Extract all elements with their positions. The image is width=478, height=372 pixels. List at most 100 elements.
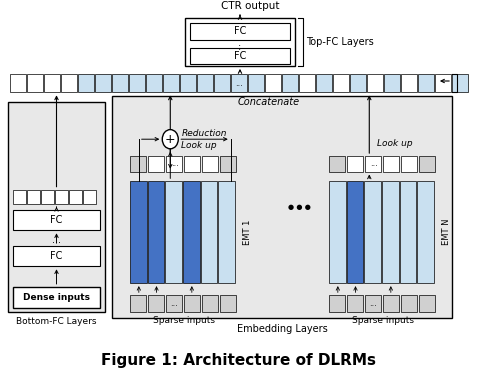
- Bar: [400, 181, 416, 283]
- Bar: [148, 181, 164, 283]
- Bar: [166, 295, 182, 312]
- Bar: [95, 74, 111, 92]
- Text: FC: FC: [234, 51, 246, 61]
- Bar: [220, 156, 236, 171]
- Bar: [365, 156, 381, 171]
- Bar: [166, 156, 182, 171]
- Text: ● ● ●: ● ● ●: [288, 204, 310, 210]
- Text: Reduction: Reduction: [181, 129, 227, 138]
- Bar: [202, 295, 218, 312]
- Bar: [201, 181, 217, 283]
- Bar: [367, 74, 383, 92]
- Bar: [419, 156, 435, 171]
- Bar: [282, 74, 298, 92]
- Bar: [165, 181, 182, 283]
- Bar: [180, 74, 196, 92]
- Bar: [401, 74, 417, 92]
- Text: Concatenate: Concatenate: [238, 97, 300, 107]
- Bar: [8, 102, 105, 312]
- Text: ...: ...: [52, 235, 61, 245]
- Text: Sparse inputs: Sparse inputs: [352, 316, 414, 325]
- Bar: [10, 74, 26, 92]
- Bar: [13, 190, 26, 204]
- Text: CTR output: CTR output: [221, 1, 279, 11]
- Bar: [329, 156, 345, 171]
- Bar: [13, 246, 100, 266]
- Text: Look up: Look up: [181, 141, 217, 150]
- Bar: [197, 74, 213, 92]
- Text: Sparse inputs: Sparse inputs: [153, 316, 215, 325]
- Circle shape: [162, 129, 178, 149]
- Bar: [13, 210, 100, 230]
- Bar: [27, 74, 43, 92]
- Bar: [148, 295, 164, 312]
- Bar: [61, 74, 77, 92]
- Text: EMT 1: EMT 1: [243, 219, 252, 245]
- Bar: [401, 295, 417, 312]
- Bar: [299, 74, 315, 92]
- Text: ...: ...: [170, 299, 178, 308]
- Bar: [220, 295, 236, 312]
- Bar: [417, 181, 434, 283]
- Bar: [231, 74, 247, 92]
- Bar: [190, 23, 290, 39]
- Text: ...: ...: [369, 299, 377, 308]
- Text: Embedding Layers: Embedding Layers: [237, 324, 327, 334]
- Text: Dense inputs: Dense inputs: [23, 293, 90, 302]
- Bar: [382, 181, 399, 283]
- Text: FC: FC: [50, 215, 63, 225]
- Bar: [347, 295, 363, 312]
- Bar: [27, 190, 40, 204]
- Bar: [78, 74, 94, 92]
- Bar: [248, 74, 264, 92]
- Bar: [347, 181, 363, 283]
- Bar: [184, 295, 200, 312]
- Bar: [112, 96, 452, 318]
- Bar: [435, 74, 451, 92]
- Bar: [202, 156, 218, 171]
- Text: Bottom-FC Layers: Bottom-FC Layers: [16, 317, 97, 326]
- Bar: [44, 74, 60, 92]
- Text: FC: FC: [234, 26, 246, 36]
- Bar: [69, 190, 82, 204]
- Bar: [130, 181, 147, 283]
- Bar: [130, 295, 146, 312]
- Bar: [418, 74, 434, 92]
- Bar: [184, 156, 200, 171]
- Bar: [384, 74, 400, 92]
- Text: Top-FC Layers: Top-FC Layers: [306, 37, 374, 47]
- Bar: [41, 190, 54, 204]
- Text: FC: FC: [50, 251, 63, 261]
- Bar: [146, 74, 162, 92]
- Bar: [265, 74, 281, 92]
- Bar: [129, 74, 145, 92]
- Bar: [365, 295, 381, 312]
- Bar: [148, 156, 164, 171]
- Bar: [55, 190, 68, 204]
- Bar: [316, 74, 332, 92]
- Bar: [218, 181, 235, 283]
- Text: :: :: [239, 42, 241, 52]
- Bar: [329, 295, 345, 312]
- Bar: [419, 295, 435, 312]
- Bar: [401, 156, 417, 171]
- Bar: [383, 156, 399, 171]
- Text: +: +: [165, 133, 175, 146]
- Text: ...: ...: [370, 159, 378, 168]
- Bar: [130, 156, 146, 171]
- Bar: [350, 74, 366, 92]
- Bar: [383, 295, 399, 312]
- Text: EMT N: EMT N: [443, 219, 452, 246]
- Bar: [329, 181, 346, 283]
- Bar: [185, 18, 295, 66]
- Text: ...: ...: [235, 79, 243, 88]
- Bar: [163, 74, 179, 92]
- Bar: [452, 74, 468, 92]
- Text: Figure 1: Architecture of DLRMs: Figure 1: Architecture of DLRMs: [101, 353, 377, 368]
- Text: Look up: Look up: [377, 140, 413, 148]
- Bar: [333, 74, 349, 92]
- Text: ...: ...: [171, 159, 179, 168]
- Bar: [347, 156, 363, 171]
- Bar: [112, 74, 128, 92]
- Bar: [364, 181, 381, 283]
